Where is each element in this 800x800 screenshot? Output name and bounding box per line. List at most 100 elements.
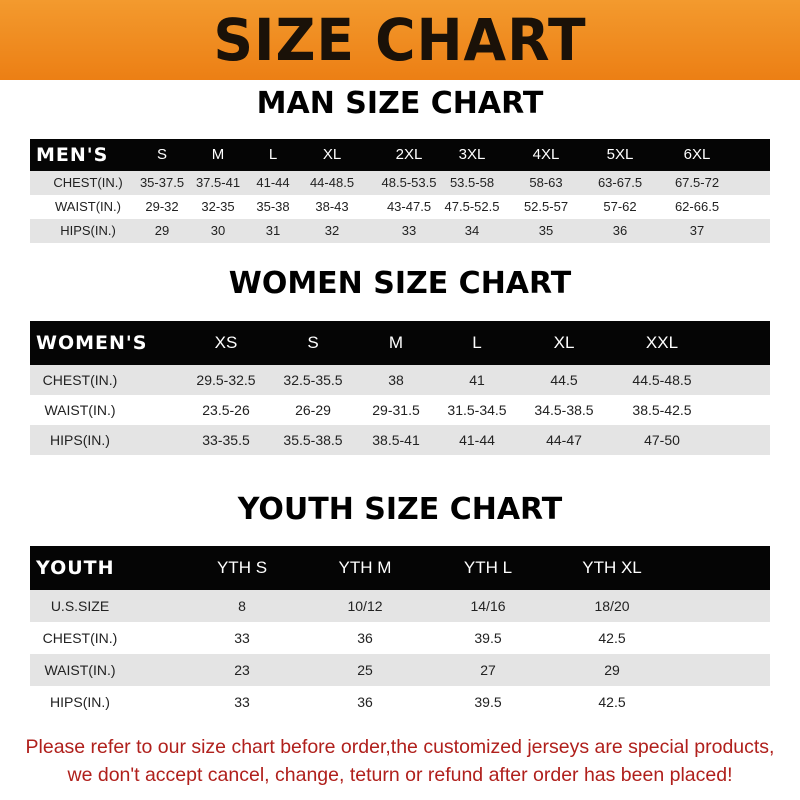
size-header: YTH L — [463, 558, 513, 577]
measurement-cell: 29 — [604, 662, 620, 678]
measurement-cell: 29 — [154, 223, 170, 238]
measurement-cell: 29-31.5 — [372, 402, 420, 418]
measurement-cell: 33 — [234, 694, 250, 710]
table-row: CHEST(IN.) 33 36 39.5 42.5 — [30, 622, 770, 654]
measurement-cell: 31 — [265, 223, 281, 238]
measurement-cell: 67.5-72 — [674, 175, 720, 190]
table-title-cell: YOUTH — [36, 557, 115, 579]
measurement-cell: 32-35 — [201, 199, 235, 214]
measurement-cell: 44.5 — [550, 372, 578, 388]
women-section-title: WOMEN SIZE CHART — [228, 266, 572, 301]
size-header: S — [307, 333, 319, 352]
measurement-cell: 35-37.5 — [139, 175, 185, 190]
row-label: CHEST(IN.) — [42, 372, 118, 388]
size-header: 3XL — [458, 146, 486, 163]
table-row: U.S.SIZE 8 10/12 14/16 18/20 — [30, 590, 770, 622]
measurement-cell: 38.5-41 — [372, 432, 420, 448]
measurement-cell: 36 — [357, 630, 373, 646]
row-label: HIPS(IN.) — [50, 432, 110, 448]
row-label: WAIST(IN.) — [44, 402, 116, 418]
measurement-cell: 39.5 — [474, 630, 502, 646]
youth-section-title: YOUTH SIZE CHART — [237, 492, 563, 527]
measurement-cell: 36 — [357, 694, 373, 710]
measurement-cell: 29-32 — [145, 199, 179, 214]
size-header: M — [211, 146, 225, 163]
size-header: 4XL — [532, 146, 560, 163]
measurement-cell: 29.5-32.5 — [196, 372, 256, 388]
measurement-cell: 10/12 — [347, 598, 383, 614]
measurement-cell: 27 — [480, 662, 496, 678]
men-size-table: MEN'S S M L XL 2XL 3XL 4XL 5XL 6XL CHEST(IN.) 35-37… — [30, 139, 770, 243]
measurement-cell: 37 — [689, 223, 705, 238]
measurement-cell: 39.5 — [474, 694, 502, 710]
size-header: S — [156, 146, 168, 163]
measurement-cell: 53.5-58 — [449, 175, 495, 190]
notice-line-2: we don't accept cancel, change, teturn o… — [67, 764, 733, 786]
measurement-cell: 35.5-38.5 — [283, 432, 343, 448]
table-header-row: YOUTH YTH S YTH M YTH L YTH XL — [30, 546, 770, 590]
size-header: XXL — [645, 333, 679, 352]
table-row: CHEST(IN.) 35-37.5 37.5-41 41-44 44-48.5 48.5… — [30, 171, 770, 195]
measurement-cell: 34.5-38.5 — [534, 402, 594, 418]
measurement-cell: 41 — [469, 372, 485, 388]
measurement-cell: 52.5-57 — [523, 199, 569, 214]
row-label: WAIST(IN.) — [44, 662, 116, 678]
measurement-cell: 44.5-48.5 — [632, 372, 692, 388]
measurement-cell: 44-48.5 — [309, 175, 355, 190]
women-size-table: WOMEN'S XS S M L XL XXL CHEST(IN.) 29.5-32.5 32.5… — [30, 321, 770, 455]
measurement-cell: 58-63 — [529, 175, 563, 190]
measurement-cell: 36 — [612, 223, 628, 238]
youth-size-table: YOUTH YTH S YTH M YTH L YTH XL U.S.SIZE 8 10/12… — [30, 546, 770, 718]
row-label: U.S.SIZE — [50, 598, 110, 614]
row-label: WAIST(IN.) — [55, 199, 121, 214]
measurement-cell: 32 — [324, 223, 340, 238]
measurement-cell: 8 — [238, 598, 246, 614]
table-row: WAIST(IN.) 23 25 27 29 — [30, 654, 770, 686]
table-row: CHEST(IN.) 29.5-32.5 32.5-35.5 38 41 44.5 44.5… — [30, 365, 770, 395]
measurement-cell: 26-29 — [295, 402, 331, 418]
measurement-cell: 35-38 — [256, 199, 290, 214]
size-header: XS — [214, 333, 238, 352]
size-header: XL — [322, 146, 342, 163]
measurement-cell: 41-44 — [459, 432, 495, 448]
measurement-cell: 38 — [388, 372, 404, 388]
measurement-cell: 47.5-52.5 — [444, 199, 500, 214]
measurement-cell: 33 — [234, 630, 250, 646]
row-label: CHEST(IN.) — [42, 630, 118, 646]
measurement-cell: 44-47 — [546, 432, 582, 448]
measurement-cell: 48.5-53.5 — [381, 175, 437, 190]
table-row: WAIST(IN.) 23.5-26 26-29 29-31.5 31.5-34.5 34… — [30, 395, 770, 425]
measurement-cell: 41-44 — [256, 175, 290, 190]
measurement-cell: 57-62 — [603, 199, 637, 214]
measurement-cell: 63-67.5 — [597, 175, 643, 190]
measurement-cell: 23.5-26 — [202, 402, 250, 418]
size-header: 2XL — [395, 146, 423, 163]
measurement-cell: 62-66.5 — [674, 199, 720, 214]
measurement-cell: 33 — [401, 223, 417, 238]
notice-line-1: Please refer to our size chart before or… — [25, 736, 775, 758]
measurement-cell: 43-47.5 — [386, 199, 432, 214]
measurement-cell: 31.5-34.5 — [447, 402, 507, 418]
table-title-cell: MEN'S — [36, 144, 109, 166]
page-title: SIZE CHART — [213, 6, 587, 74]
measurement-cell: 30 — [210, 223, 226, 238]
measurement-cell: 33-35.5 — [202, 432, 250, 448]
table-header-row: MEN'S S M L XL 2XL 3XL 4XL 5XL 6XL — [30, 139, 770, 171]
table-title-cell: WOMEN'S — [36, 332, 148, 354]
measurement-cell: 37.5-41 — [195, 175, 241, 190]
table-row: HIPS(IN.) 29 30 31 32 33 34 35 36 37 — [30, 219, 770, 243]
measurement-cell: 32.5-35.5 — [283, 372, 343, 388]
row-label: HIPS(IN.) — [60, 223, 116, 238]
measurement-cell: 34 — [464, 223, 480, 238]
measurement-cell: 42.5 — [598, 630, 626, 646]
measurement-cell: 42.5 — [598, 694, 626, 710]
measurement-cell: 35 — [538, 223, 554, 238]
size-header: M — [388, 333, 404, 352]
measurement-cell: 25 — [357, 662, 373, 678]
size-header: L — [268, 146, 278, 163]
size-header: YTH S — [216, 558, 268, 577]
table-row: WAIST(IN.) 29-32 32-35 35-38 38-43 43-47.5 47.… — [30, 195, 770, 219]
men-section-title: MAN SIZE CHART — [256, 86, 544, 121]
size-header: XL — [553, 333, 575, 352]
measurement-cell: 47-50 — [644, 432, 680, 448]
